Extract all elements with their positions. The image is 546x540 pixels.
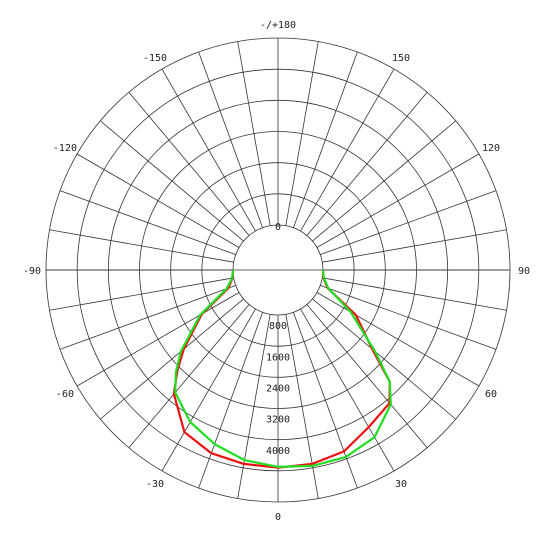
angle-tick-label: -/+180 [260,20,296,31]
angle-tick-label: 30 [395,479,407,490]
angle-tick-label: -150 [143,53,167,64]
radial-tick-label: 3200 [266,415,290,426]
series-line-1 [172,269,391,469]
radial-tick-label: 2400 [266,384,290,395]
angle-tick-label: 90 [518,266,530,277]
angle-tick-label: 150 [392,53,410,64]
radial-tick-label: 4000 [266,446,290,457]
radial-tick-label: 1600 [266,352,290,363]
angle-tick-label: 120 [482,143,500,154]
angle-tick-label: -60 [56,389,74,400]
series-line-2 [174,269,392,468]
angle-tick-label: -90 [23,266,41,277]
angle-tick-label: -30 [146,479,164,490]
angle-tick-label: 60 [485,389,497,400]
angle-tick-label: -120 [53,143,77,154]
radial-tick-label: 0 [275,222,281,233]
angle-tick-label: 0 [275,512,281,523]
radial-tick-label: 800 [269,321,287,332]
